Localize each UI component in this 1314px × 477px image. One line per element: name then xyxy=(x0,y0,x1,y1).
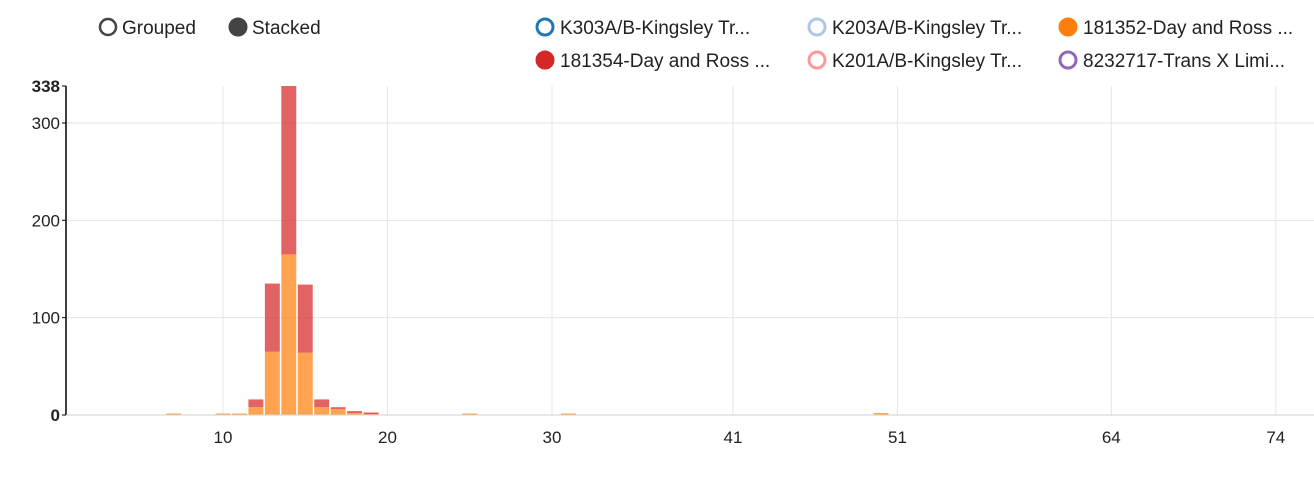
stacked-radio-icon[interactable] xyxy=(228,17,248,37)
bar-segment[interactable] xyxy=(248,407,264,415)
bar-segment[interactable] xyxy=(297,352,313,415)
bar-segment[interactable] xyxy=(264,351,280,415)
y-tick-label: 300 xyxy=(32,114,60,133)
bar-segment[interactable] xyxy=(560,413,576,416)
bar-segment[interactable] xyxy=(873,413,889,415)
x-tick-label: 74 xyxy=(1266,428,1285,447)
bar-segment[interactable] xyxy=(462,413,478,416)
legend-label[interactable]: 181352-Day and Ross ... xyxy=(1083,18,1293,39)
legend-item[interactable]: K201A/B-Kingsley Tr... xyxy=(807,50,1022,72)
view-controls: Grouped Stacked xyxy=(98,17,321,39)
stacked-control[interactable]: Stacked xyxy=(228,17,321,39)
x-tick-label: 30 xyxy=(543,428,562,447)
stacked-label[interactable]: Stacked xyxy=(252,18,321,39)
y-tick-label: 200 xyxy=(32,211,60,230)
legend-item[interactable]: K203A/B-Kingsley Tr... xyxy=(807,17,1022,39)
bar-segment[interactable] xyxy=(347,411,363,414)
legend-label[interactable]: 181354-Day and Ross ... xyxy=(560,51,770,72)
grouped-control[interactable]: Grouped xyxy=(98,17,196,39)
legend: K303A/B-Kingsley Tr... K203A/B-Kingsley T… xyxy=(535,17,1293,72)
bar-segment[interactable] xyxy=(281,254,297,415)
x-tick-label: 64 xyxy=(1102,428,1121,447)
legend-item[interactable]: 181352-Day and Ross ... xyxy=(1058,17,1293,39)
x-tick-label: 20 xyxy=(378,428,397,447)
bar-segment[interactable] xyxy=(314,407,330,415)
legend-label[interactable]: K303A/B-Kingsley Tr... xyxy=(560,18,750,39)
legend-marker-icon[interactable] xyxy=(535,17,555,37)
bar-segment[interactable] xyxy=(248,399,264,408)
y-tick-label: 100 xyxy=(32,309,60,328)
y-tick-label: 0 xyxy=(51,406,60,425)
x-tick-label: 10 xyxy=(214,428,233,447)
legend-item[interactable]: 181354-Day and Ross ... xyxy=(535,50,770,72)
bar-segment[interactable] xyxy=(330,407,346,410)
grid xyxy=(66,86,1314,415)
bar-segment[interactable] xyxy=(363,413,379,416)
legend-marker-icon[interactable] xyxy=(1058,17,1078,37)
legend-label[interactable]: K201A/B-Kingsley Tr... xyxy=(832,51,1022,72)
bar-segment[interactable] xyxy=(264,283,280,352)
legend-marker-icon[interactable] xyxy=(807,50,827,70)
bar-segment[interactable] xyxy=(363,412,379,415)
legend-marker-icon[interactable] xyxy=(535,50,555,70)
grouped-radio-icon[interactable] xyxy=(98,17,118,37)
legend-item[interactable]: 8232717-Trans X Limi... xyxy=(1058,50,1285,72)
legend-marker-icon[interactable] xyxy=(1058,50,1078,70)
bars xyxy=(166,86,889,416)
legend-label[interactable]: K203A/B-Kingsley Tr... xyxy=(832,18,1022,39)
axes: 0 100 200 300 338 10 20 30 41 51 64 74 xyxy=(32,77,1314,447)
bar-segment[interactable] xyxy=(314,399,330,408)
bar-segment[interactable] xyxy=(297,284,313,353)
bar-segment[interactable] xyxy=(215,413,231,416)
bar-segment[interactable] xyxy=(330,409,346,415)
x-tick-label: 51 xyxy=(888,428,907,447)
bar-segment[interactable] xyxy=(347,413,363,415)
legend-item[interactable]: K303A/B-Kingsley Tr... xyxy=(535,17,750,39)
x-tick-label: 41 xyxy=(723,428,742,447)
grouped-label[interactable]: Grouped xyxy=(122,18,196,39)
y-tick-label: 338 xyxy=(32,77,60,96)
bar-segment[interactable] xyxy=(166,413,182,416)
legend-marker-icon[interactable] xyxy=(807,17,827,37)
bar-segment[interactable] xyxy=(231,413,247,416)
bar-segment[interactable] xyxy=(281,86,297,255)
legend-label[interactable]: 8232717-Trans X Limi... xyxy=(1083,51,1285,72)
